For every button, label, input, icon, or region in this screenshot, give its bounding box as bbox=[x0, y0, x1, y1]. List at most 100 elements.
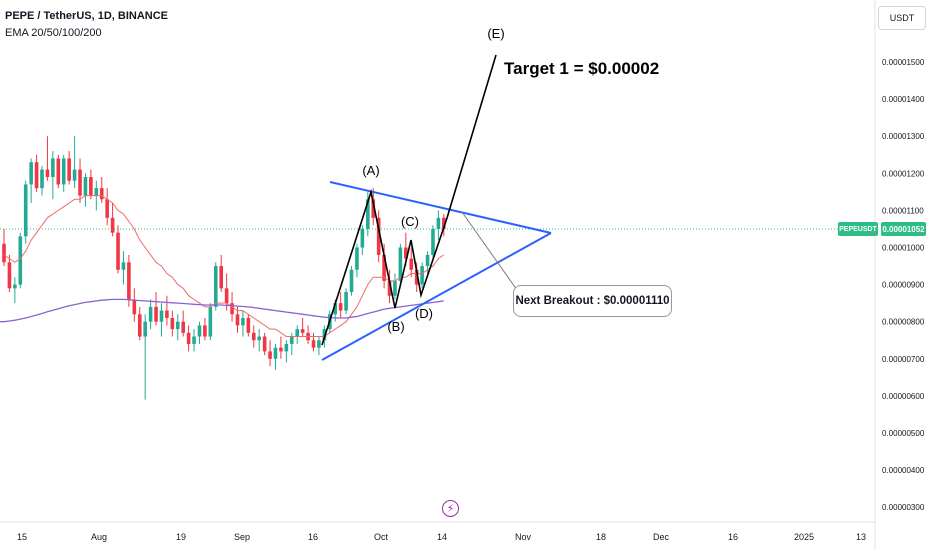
current-price-badge: 0.00001052 bbox=[881, 222, 926, 236]
candle-body bbox=[105, 199, 109, 218]
candle-body bbox=[279, 347, 283, 352]
candle-body bbox=[300, 329, 305, 333]
time-tick-label: 18 bbox=[596, 532, 606, 542]
candle-body bbox=[56, 158, 61, 185]
price-tick-label: 0.00001200 bbox=[882, 169, 925, 178]
candle-body bbox=[94, 188, 99, 196]
chart-symbol-title[interactable]: PEPE / TetherUS, 1D, BINANCE bbox=[5, 10, 168, 22]
time-tick-label: 2025 bbox=[794, 532, 814, 542]
candle-body bbox=[72, 169, 77, 181]
candle-body bbox=[137, 314, 142, 337]
price-ticks: 0.00001500 0.00001400 0.00001300 0.00001200… bbox=[882, 58, 925, 512]
ema-red-line bbox=[3, 195, 445, 337]
candle-body bbox=[121, 262, 126, 270]
time-tick-label: 15 bbox=[17, 532, 27, 542]
candle-body bbox=[289, 336, 294, 344]
candle-body bbox=[110, 217, 115, 233]
candle-body bbox=[295, 329, 300, 337]
candle-body bbox=[159, 310, 164, 322]
candle-body bbox=[349, 269, 354, 293]
candle-body bbox=[268, 351, 272, 359]
candle-body bbox=[251, 332, 256, 341]
candle-body bbox=[431, 228, 435, 255]
time-tick-label: 19 bbox=[176, 532, 186, 542]
candle-body bbox=[127, 262, 131, 300]
candle-body bbox=[78, 169, 82, 196]
price-tick-label: 0.00000600 bbox=[882, 392, 925, 401]
time-tick-label: Nov bbox=[515, 532, 532, 542]
time-ticks: 15 Aug 19 Sep 16 Oct 14 Nov 18 Dec 16 2025 13 bbox=[17, 532, 866, 542]
candle-body bbox=[219, 266, 223, 289]
candle-body bbox=[311, 340, 316, 348]
time-tick-label: 13 bbox=[856, 532, 866, 542]
candle-body bbox=[257, 336, 262, 341]
candle-body bbox=[203, 325, 207, 337]
candle-body bbox=[366, 199, 370, 229]
time-tick-label: Oct bbox=[374, 532, 389, 542]
candle-body bbox=[398, 247, 403, 281]
time-tick-label: Sep bbox=[234, 532, 250, 542]
candle-body bbox=[2, 243, 6, 263]
candle-body bbox=[246, 317, 251, 333]
price-tick-label: 0.00000300 bbox=[882, 503, 925, 512]
candle-body bbox=[425, 254, 430, 267]
candle-body bbox=[404, 247, 408, 259]
ema-purple-line bbox=[0, 298, 444, 323]
candle-body bbox=[420, 266, 424, 285]
candle-body bbox=[29, 162, 33, 185]
candle-body bbox=[322, 329, 327, 341]
triangle-upper-trendline bbox=[329, 181, 552, 234]
time-tick-label: 14 bbox=[437, 532, 447, 542]
candle-body bbox=[338, 303, 343, 311]
breakout-callout: Next Breakout : $0.00001110 bbox=[513, 285, 672, 317]
candle-body bbox=[230, 303, 234, 315]
price-tick-label: 0.00000400 bbox=[882, 466, 925, 475]
lightning-event-icon[interactable]: ⚡ bbox=[442, 500, 459, 517]
price-tick-label: 0.00001300 bbox=[882, 132, 925, 141]
price-tick-label: 0.00001100 bbox=[882, 206, 924, 215]
candle-body bbox=[262, 336, 267, 352]
wave-label-a: (A) bbox=[362, 163, 379, 178]
candle-body bbox=[344, 292, 348, 311]
time-tick-label: Dec bbox=[653, 532, 670, 542]
candle-body bbox=[40, 169, 44, 189]
candle-body bbox=[235, 314, 240, 326]
currency-unit-button[interactable]: USDT bbox=[878, 6, 926, 30]
candle-body bbox=[355, 247, 359, 270]
candle-body bbox=[61, 158, 66, 185]
price-tick-label: 0.00000800 bbox=[882, 318, 925, 327]
candle-body bbox=[393, 280, 397, 296]
indicator-label[interactable]: EMA 20/50/100/200 bbox=[5, 27, 102, 39]
candle-body bbox=[13, 284, 17, 289]
candle-body bbox=[143, 321, 147, 337]
time-tick-label: Aug bbox=[91, 532, 107, 542]
candle-body bbox=[18, 236, 23, 285]
candle-body bbox=[186, 332, 191, 344]
candle-body bbox=[148, 306, 153, 322]
candle-body bbox=[317, 340, 321, 348]
wave-label-e: (E) bbox=[487, 26, 504, 41]
candle-body bbox=[284, 343, 289, 352]
candle-body bbox=[436, 217, 441, 229]
candle-body bbox=[99, 188, 104, 200]
candle-body bbox=[382, 254, 386, 281]
candle-body bbox=[387, 280, 392, 296]
candle-body bbox=[333, 303, 338, 315]
candle-body bbox=[414, 269, 419, 285]
candle-body bbox=[7, 262, 12, 289]
elliott-wave-path bbox=[321, 54, 497, 346]
price-tick-label: 0.00001000 bbox=[882, 244, 925, 253]
candle-body bbox=[371, 199, 376, 218]
candle-body bbox=[208, 306, 213, 337]
wave-label-b: (B) bbox=[387, 319, 404, 334]
wave-label-d: (D) bbox=[415, 306, 433, 321]
candle-body bbox=[51, 158, 55, 178]
candle-body bbox=[197, 325, 202, 337]
candle-body bbox=[213, 266, 218, 307]
price-tick-label: 0.00001400 bbox=[882, 95, 925, 104]
candle-body bbox=[241, 317, 245, 326]
candle-body bbox=[192, 336, 196, 344]
candle-body bbox=[34, 162, 39, 189]
candle-body bbox=[116, 232, 120, 270]
